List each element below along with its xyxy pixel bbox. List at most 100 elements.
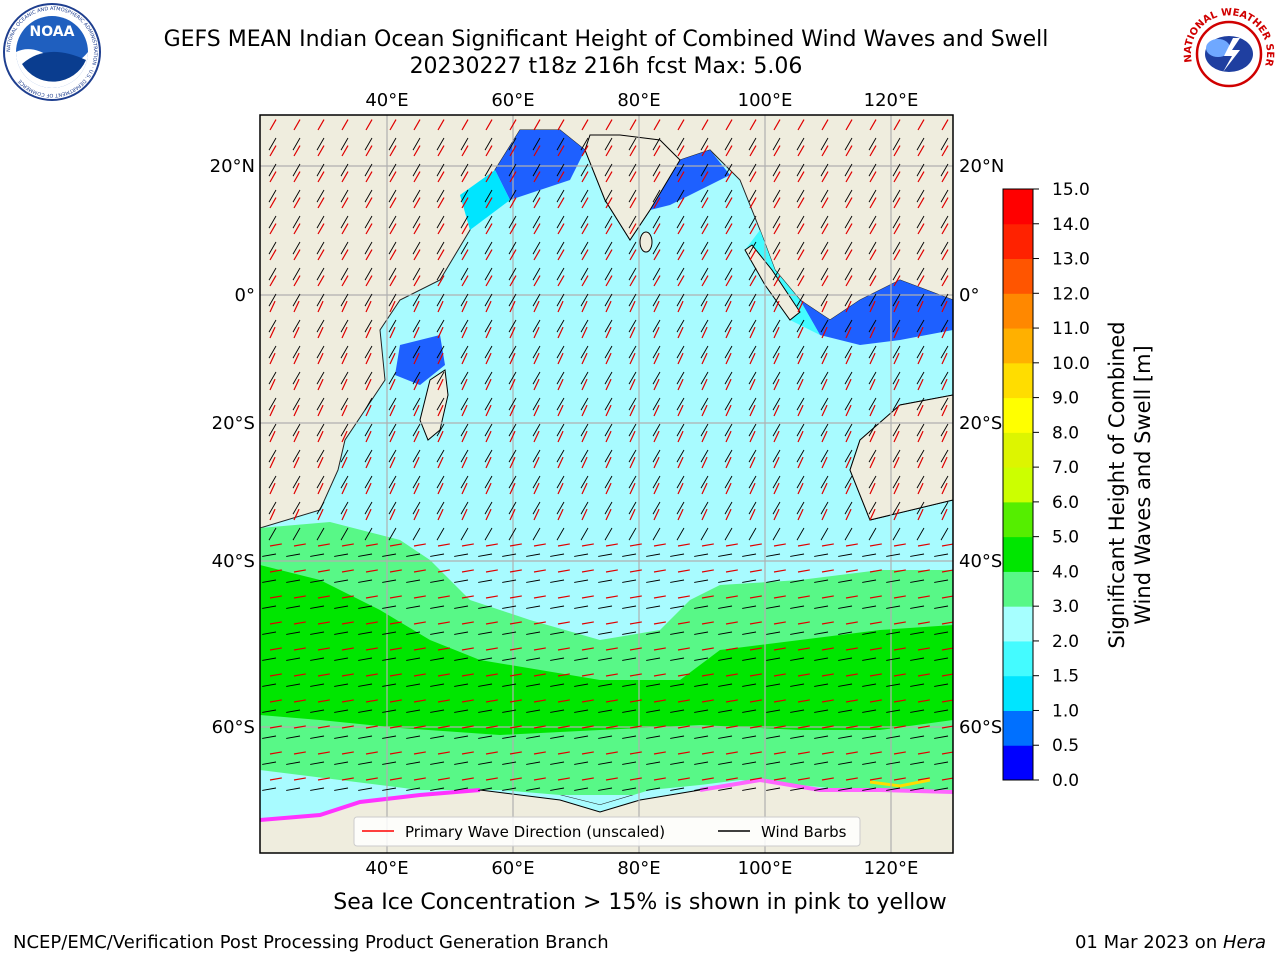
lat-tick-right: 60°S — [959, 717, 1002, 738]
wave-arrow — [677, 145, 685, 157]
wave-arrow — [365, 595, 378, 599]
wave-arrow — [797, 197, 805, 209]
wave-arrow — [317, 699, 330, 703]
wind-barb — [454, 605, 469, 609]
wave-arrow — [341, 595, 354, 599]
wave-arrow — [389, 751, 402, 755]
noaa-logo-icon: NOAA NATIONAL OCEANIC AND ATMOSPHERIC AD… — [3, 3, 101, 101]
wind-barb — [508, 189, 517, 203]
wind-barb — [868, 371, 877, 385]
wind-barb — [622, 683, 637, 687]
wave-arrow — [845, 699, 858, 703]
wind-barb — [940, 215, 949, 229]
wave-arrow — [893, 145, 901, 157]
wind-barb — [604, 189, 613, 203]
wind-barb — [844, 293, 853, 307]
wave-arrow — [629, 595, 642, 599]
wind-barb — [670, 761, 685, 765]
wave-arrow — [941, 275, 949, 287]
wind-barb — [820, 371, 829, 385]
wind-barb — [556, 319, 565, 333]
wave-arrow — [365, 430, 372, 443]
wind-barb — [916, 137, 925, 151]
lon-tick-bottom: 100°E — [738, 858, 793, 879]
wave-arrow — [533, 699, 546, 703]
wave-arrow — [389, 275, 397, 287]
wave-arrow — [869, 352, 876, 365]
wave-arrow — [461, 378, 468, 391]
wave-arrow — [677, 482, 684, 495]
wave-arrow — [797, 595, 810, 599]
wind-barb — [310, 709, 325, 713]
wave-arrow — [701, 751, 714, 755]
wave-arrow — [701, 145, 709, 157]
wind-barb — [508, 267, 517, 281]
wind-barb — [388, 501, 397, 515]
wind-barb — [316, 163, 325, 177]
wave-arrow — [917, 275, 925, 287]
wind-barb — [820, 241, 829, 255]
wave-arrow — [773, 699, 786, 703]
wind-barb — [484, 267, 493, 281]
wind-barb — [388, 449, 397, 463]
wind-barb — [430, 631, 445, 635]
wind-barb — [526, 657, 541, 661]
wave-arrow — [749, 352, 756, 365]
wind-barb — [916, 345, 925, 359]
wave-arrow — [677, 699, 690, 703]
wave-arrow — [389, 725, 402, 729]
wave-arrow — [773, 223, 781, 235]
wind-barb — [436, 501, 445, 515]
wind-barb — [532, 163, 541, 177]
wind-barb — [388, 371, 397, 385]
wind-barb — [316, 241, 325, 255]
wave-arrow — [701, 119, 709, 131]
wind-barb — [646, 709, 661, 713]
wind-barb — [622, 761, 637, 765]
wave-arrow — [749, 482, 756, 495]
wind-barb — [628, 527, 637, 541]
lon-tick-top: 40°E — [365, 90, 408, 111]
wind-barb — [652, 371, 661, 385]
wind-barb — [910, 787, 925, 791]
wave-arrow — [797, 171, 805, 183]
wind-barb — [412, 345, 421, 359]
wave-arrow — [557, 275, 565, 287]
wave-arrow — [341, 508, 348, 521]
wind-barb — [340, 527, 349, 541]
wind-barb — [478, 709, 493, 713]
wind-barb — [748, 241, 757, 255]
wind-barb — [556, 137, 565, 151]
wind-barb — [526, 735, 541, 739]
wind-barb — [382, 787, 397, 791]
wind-barb — [604, 137, 613, 151]
wave-arrow — [461, 171, 469, 183]
wind-barb — [430, 709, 445, 713]
wave-arrow — [293, 275, 301, 287]
wave-arrow — [773, 404, 780, 417]
wind-barb — [718, 761, 733, 765]
wave-arrow — [293, 145, 301, 157]
wind-barb — [844, 397, 853, 411]
wave-arrow — [389, 456, 396, 469]
wave-arrow — [413, 171, 421, 183]
wind-barb — [364, 527, 373, 541]
wave-arrow — [389, 352, 396, 365]
wind-barb — [388, 423, 397, 437]
wave-arrow — [581, 119, 589, 131]
wind-barb — [724, 475, 733, 489]
wave-arrow — [389, 673, 402, 677]
coastal-band — [460, 170, 510, 230]
india-land — [584, 134, 681, 241]
wave-arrow — [461, 119, 469, 131]
wind-barb — [460, 371, 469, 385]
wave-arrow — [341, 249, 349, 261]
wave-arrow — [749, 647, 762, 651]
wave-arrow — [389, 699, 402, 703]
wind-barb — [502, 761, 517, 765]
wind-barb — [862, 553, 877, 557]
wind-barb — [772, 397, 781, 411]
colorbar-tick-label: 11.0 — [1052, 319, 1090, 339]
wave-arrow — [341, 456, 348, 469]
wind-barb — [694, 657, 709, 661]
